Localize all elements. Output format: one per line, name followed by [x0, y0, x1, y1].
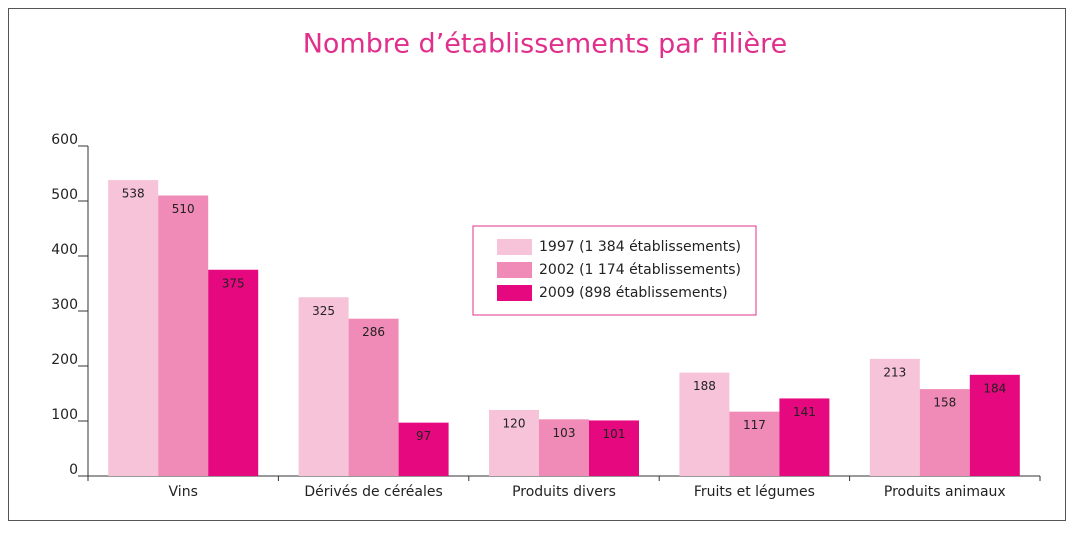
bar — [489, 410, 539, 476]
bar — [969, 374, 1020, 476]
bar — [348, 318, 399, 476]
x-tick-label: Dérivés de céréales — [304, 484, 442, 500]
data-label: 101 — [603, 427, 626, 441]
bar — [729, 411, 780, 476]
y-tick-label: 200 — [51, 352, 78, 368]
data-label: 213 — [883, 365, 906, 379]
legend-label: 1997 (1 384 établissements) — [539, 239, 741, 255]
legend-swatch — [497, 239, 532, 255]
legend-swatch — [497, 285, 532, 301]
bar — [108, 180, 159, 476]
x-tick-label: Fruits et légumes — [694, 484, 815, 500]
y-tick-label: 400 — [51, 242, 78, 258]
data-label: 158 — [933, 396, 956, 410]
bar — [158, 195, 209, 476]
x-tick-label: Produits divers — [512, 484, 616, 500]
data-label: 120 — [503, 417, 526, 431]
data-label: 538 — [122, 187, 145, 201]
bar — [679, 372, 730, 476]
y-tick-label: 300 — [51, 297, 78, 313]
data-label: 375 — [222, 276, 245, 290]
data-label: 141 — [793, 405, 816, 419]
legend-label: 2002 (1 174 établissements) — [539, 262, 741, 278]
bar — [398, 422, 449, 476]
bar — [589, 420, 639, 476]
data-label: 325 — [312, 304, 335, 318]
legend-swatch — [497, 262, 532, 278]
y-tick-label: 600 — [51, 132, 78, 148]
chart-title: Nombre d’établissements par filière — [303, 29, 788, 60]
data-label: 103 — [553, 426, 576, 440]
data-label: 188 — [693, 379, 716, 393]
data-label: 97 — [416, 429, 431, 443]
y-tick-label: 0 — [69, 462, 78, 478]
y-tick-label: 500 — [51, 187, 78, 203]
data-label: 510 — [172, 202, 195, 216]
data-label: 117 — [743, 418, 766, 432]
data-label: 286 — [362, 325, 385, 339]
legend-label: 2009 (898 établissements) — [539, 285, 728, 301]
bar — [208, 269, 259, 476]
frame — [8, 8, 1066, 521]
data-label: 184 — [983, 381, 1006, 395]
bar — [298, 297, 349, 476]
x-tick-label: Vins — [169, 484, 198, 500]
x-tick-label: Produits animaux — [884, 484, 1006, 500]
bar — [869, 358, 920, 476]
y-tick-label: 100 — [51, 407, 78, 423]
bar — [919, 389, 970, 476]
bar — [779, 398, 830, 476]
bar — [539, 419, 589, 476]
